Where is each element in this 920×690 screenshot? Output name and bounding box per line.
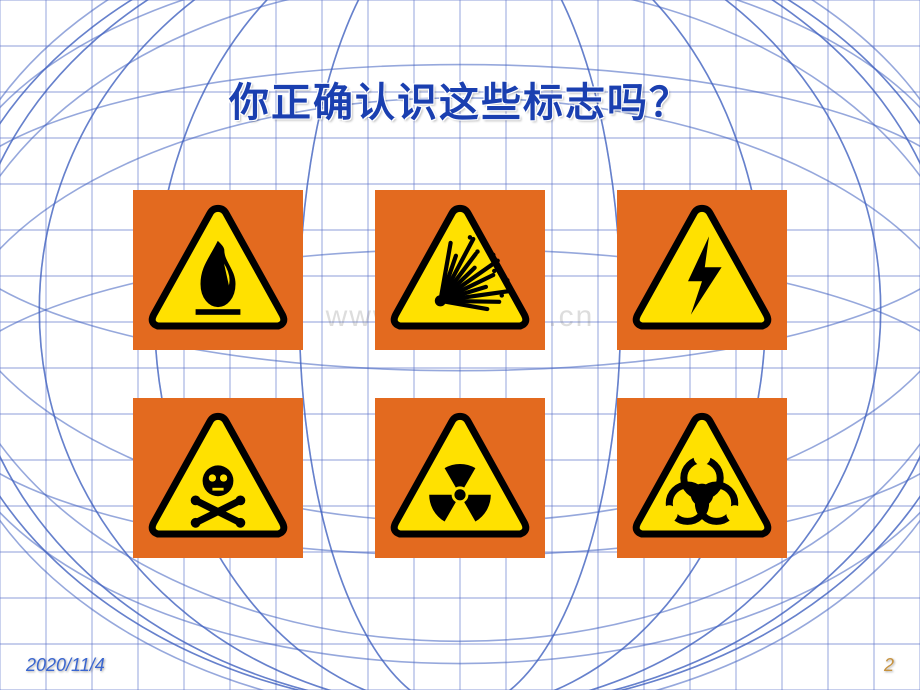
slide-footer: 2020/11/4 2 (26, 655, 894, 676)
biohazard-icon (627, 408, 777, 548)
slide-title: 你正确认识这些标志吗？ (0, 70, 920, 128)
footer-page: 2 (884, 655, 894, 676)
explosive-icon (385, 200, 535, 340)
high-voltage-icon (627, 200, 777, 340)
footer-date: 2020/11/4 (26, 655, 105, 676)
sign-explosive (375, 190, 545, 350)
sign-radiation (375, 398, 545, 558)
flammable-icon (143, 200, 293, 340)
sign-high-voltage (617, 190, 787, 350)
hazard-signs-grid (0, 190, 920, 558)
sign-flammable (133, 190, 303, 350)
signs-row-1 (133, 190, 787, 350)
sign-biohazard (617, 398, 787, 558)
slide-title-text: 你正确认识这些标志吗？ (229, 80, 691, 125)
sign-toxic (133, 398, 303, 558)
signs-row-2 (133, 398, 787, 558)
toxic-skull-icon (143, 408, 293, 548)
radiation-icon (385, 408, 535, 548)
